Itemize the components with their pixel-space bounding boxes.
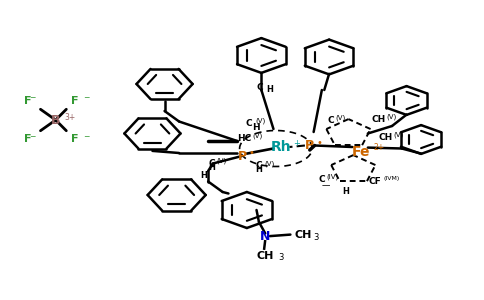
Text: B: B <box>51 113 60 127</box>
Text: •: • <box>316 137 322 148</box>
Text: +: + <box>293 139 300 148</box>
Text: 3: 3 <box>314 232 319 242</box>
Text: −: − <box>83 132 90 141</box>
Text: Rh: Rh <box>271 140 291 154</box>
Text: CH: CH <box>257 250 274 261</box>
Text: 3: 3 <box>279 254 284 262</box>
Text: −: − <box>30 93 36 102</box>
Text: C: C <box>327 116 334 125</box>
Text: P: P <box>238 149 246 163</box>
Text: −: − <box>30 132 36 141</box>
Text: F: F <box>24 134 32 145</box>
Text: P: P <box>305 139 314 152</box>
Text: CH: CH <box>294 230 312 240</box>
Text: N: N <box>260 230 271 243</box>
Text: F: F <box>71 95 79 106</box>
Text: F: F <box>24 95 32 106</box>
Text: −: − <box>83 93 90 102</box>
Text: 2+: 2+ <box>373 143 384 152</box>
Text: H: H <box>343 187 349 196</box>
Text: CF: CF <box>369 177 381 186</box>
Text: (V): (V) <box>386 113 396 120</box>
Text: (V): (V) <box>393 132 404 138</box>
Text: (V): (V) <box>265 161 275 167</box>
Text: H: H <box>266 85 273 94</box>
Text: C: C <box>209 159 215 168</box>
Text: C: C <box>256 161 262 170</box>
Text: C: C <box>245 118 252 127</box>
Text: CH: CH <box>379 134 393 142</box>
Text: •: • <box>248 148 254 158</box>
Text: Fe: Fe <box>351 145 370 158</box>
Text: C: C <box>318 175 325 184</box>
Text: H: H <box>209 164 215 172</box>
Text: —: — <box>322 182 331 190</box>
Text: HC: HC <box>238 134 252 143</box>
Text: H: H <box>200 171 207 180</box>
Text: H: H <box>256 165 262 174</box>
Text: (IVM): (IVM) <box>384 176 400 181</box>
Text: (V): (V) <box>253 132 263 139</box>
Text: (IV): (IV) <box>326 173 338 180</box>
Text: CH: CH <box>372 115 386 124</box>
Text: H: H <box>252 123 259 132</box>
Text: (V): (V) <box>216 157 227 164</box>
Text: 3+: 3+ <box>64 112 76 122</box>
Text: (V): (V) <box>256 118 266 124</box>
Text: C: C <box>256 82 263 91</box>
Text: (V): (V) <box>335 114 345 121</box>
Text: F: F <box>71 134 79 145</box>
